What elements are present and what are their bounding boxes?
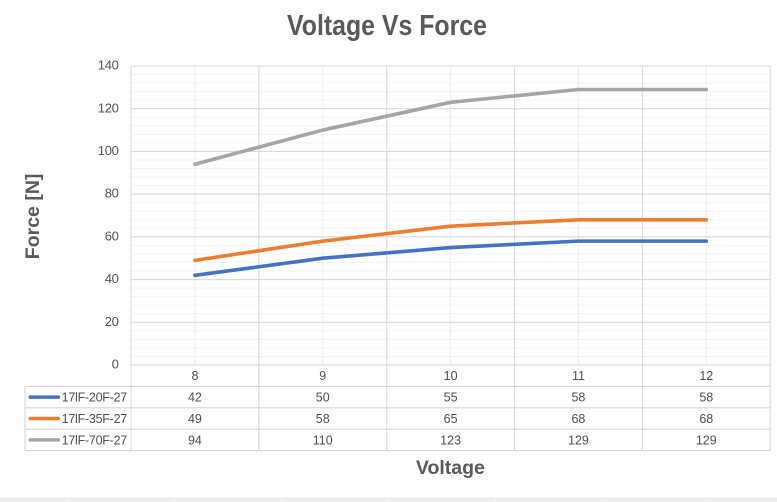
- svg-text:17lF-20F-27: 17lF-20F-27: [62, 391, 128, 405]
- svg-text:Force [N]: Force [N]: [22, 174, 44, 260]
- svg-text:Voltage: Voltage: [416, 457, 485, 479]
- svg-text:55: 55: [444, 391, 458, 405]
- svg-text:40: 40: [105, 271, 119, 286]
- svg-text:123: 123: [440, 433, 461, 447]
- svg-text:129: 129: [696, 433, 717, 447]
- svg-text:60: 60: [105, 228, 119, 243]
- svg-text:Voltage Vs Force: Voltage Vs Force: [287, 9, 487, 41]
- svg-text:10: 10: [444, 369, 458, 383]
- svg-text:129: 129: [568, 433, 589, 447]
- svg-text:8: 8: [191, 369, 198, 383]
- svg-text:100: 100: [98, 143, 119, 158]
- svg-text:20: 20: [105, 314, 119, 329]
- svg-text:65: 65: [444, 412, 458, 426]
- svg-text:120: 120: [98, 100, 119, 115]
- svg-text:9: 9: [319, 369, 326, 383]
- svg-text:110: 110: [313, 433, 333, 447]
- svg-text:94: 94: [188, 433, 202, 447]
- svg-text:50: 50: [316, 391, 330, 405]
- svg-text:0: 0: [112, 357, 119, 372]
- svg-text:42: 42: [188, 391, 202, 405]
- svg-text:49: 49: [188, 412, 202, 426]
- svg-text:12: 12: [699, 369, 713, 383]
- svg-text:58: 58: [571, 391, 585, 405]
- svg-text:58: 58: [316, 412, 330, 426]
- svg-text:140: 140: [98, 58, 119, 73]
- svg-text:17lF-35F-27: 17lF-35F-27: [62, 412, 128, 426]
- svg-text:68: 68: [571, 412, 585, 426]
- svg-text:17lF-70F-27: 17lF-70F-27: [62, 433, 128, 447]
- svg-text:11: 11: [572, 369, 585, 383]
- svg-text:58: 58: [699, 391, 713, 405]
- svg-text:80: 80: [105, 186, 119, 201]
- svg-text:68: 68: [699, 412, 713, 426]
